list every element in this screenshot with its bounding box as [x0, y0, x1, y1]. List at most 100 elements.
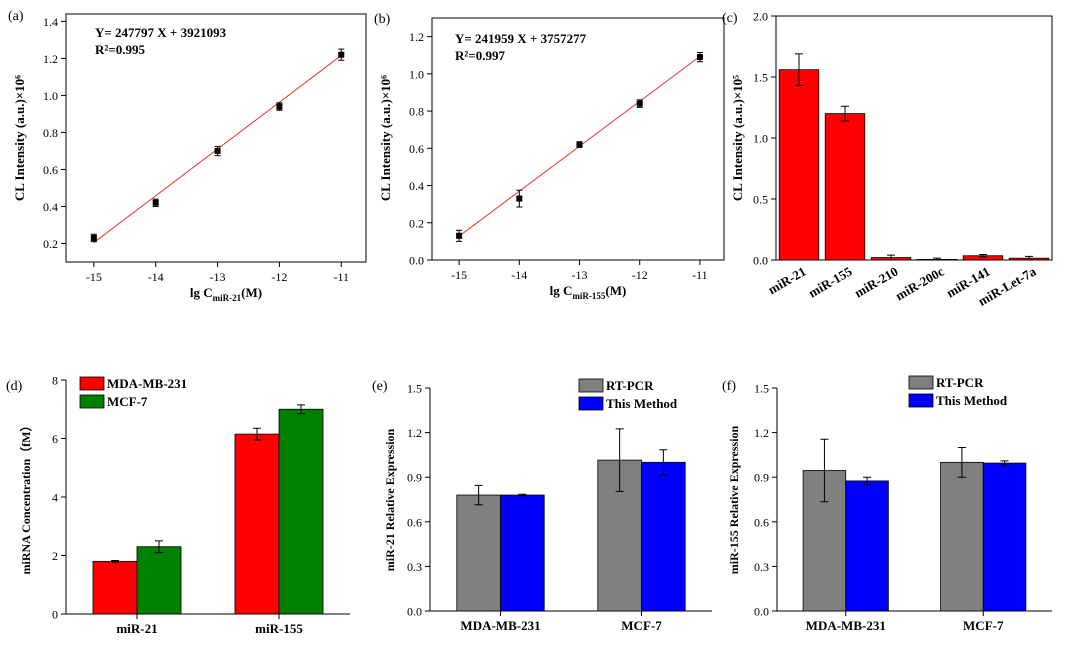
- x-tick-label-e: MCF-7: [621, 618, 662, 633]
- x-axis-title-subscript: miR-21: [213, 293, 242, 303]
- error-bar-e: [659, 449, 668, 476]
- x-tick-label-f: MDA-MB-231: [806, 618, 886, 633]
- bar-d: [278, 408, 324, 615]
- x-tick-label-b: -11: [692, 268, 708, 282]
- bar-e: [500, 494, 545, 612]
- y-tick-label-d: 6: [52, 432, 58, 446]
- x-tick-label-a: -13: [210, 270, 226, 284]
- panel-label-f: (f): [722, 379, 736, 394]
- panel-e: 0.0 0.3 0.6 0.9 1.2 1.5 MDA-MB-231 MCF-7 RT-PCR T…: [372, 378, 712, 633]
- legend-swatch-d: [79, 394, 105, 409]
- panel-label-e: (e): [372, 379, 388, 394]
- y-axis-title-d: miRNA Concentration（fM）: [18, 420, 33, 575]
- y-tick-label-e: 0.9: [407, 471, 422, 485]
- bar-e: [641, 461, 686, 612]
- y-tick-label-d: 8: [52, 374, 58, 388]
- y-tick-label-b: 0.2: [409, 216, 424, 230]
- legend-swatch-e: [578, 378, 604, 393]
- y-tick-label-b: 0.6: [409, 142, 424, 156]
- plot-frame-b: [431, 17, 725, 261]
- data-point-b: [456, 232, 463, 239]
- legend-label-d: MDA-MB-231: [107, 376, 187, 391]
- x-tick-label-a: -15: [86, 270, 102, 284]
- panel-label-d: (d): [6, 379, 23, 394]
- x-axis-title-main: lg C: [190, 285, 213, 300]
- panel-label-a: (a): [8, 9, 24, 24]
- y-tick-label-c: 1.0: [753, 132, 768, 146]
- panel-d: 0 2 4 6 8 miR-21 miR-155 MDA-MB-231 MCF-7 (d) miRN…: [6, 374, 350, 636]
- x-tick-label-d: miR-21: [116, 621, 157, 636]
- data-point-a: [338, 51, 345, 58]
- y-axis-title-c: CL Intensity (a.u.)×10⁵: [730, 75, 745, 201]
- y-axis-title-e: miR-21 Relative Expression: [383, 428, 397, 571]
- y-tick-label-a: 0.4: [43, 200, 58, 214]
- legend-label-d: MCF-7: [107, 394, 148, 409]
- x-tick-label-c: miR-155: [806, 263, 855, 300]
- data-point-b: [696, 54, 703, 61]
- error-bar-d: [252, 427, 261, 441]
- x-tick-label-b: -12: [632, 268, 648, 282]
- y-tick-label-c: 2.0: [753, 10, 768, 24]
- data-point-b: [636, 100, 643, 107]
- y-tick-label-c: 1.5: [753, 71, 768, 85]
- panel-label-c: (c): [722, 11, 738, 26]
- x-axis-title-a: lg CmiR-21(M): [190, 285, 262, 303]
- x-tick-label-c: miR-200c: [893, 263, 947, 303]
- x-axis-title-unit: (M): [605, 283, 626, 298]
- plot-frame-a: [65, 13, 367, 263]
- panel-c: 0.0 0.5 1.0 1.5 2.0 miR-21miR-155miR-210miR-2…: [722, 10, 1053, 309]
- bar-d: [234, 433, 280, 615]
- y-tick-label-b: 1.2: [409, 30, 424, 44]
- x-tick-label-e: MDA-MB-231: [460, 618, 540, 633]
- regression-equation-a: Y= 247797 X + 3921093: [95, 25, 227, 40]
- y-tick-label-e: 0.6: [407, 515, 422, 529]
- legend-label-e: RT-PCR: [606, 378, 654, 393]
- y-axis-title-b: CL Intensity (a.u.)×10⁶: [378, 75, 393, 201]
- bar-e: [456, 494, 501, 612]
- y-tick-label-e: 0.0: [407, 605, 422, 619]
- data-point-b: [516, 195, 523, 202]
- error-bar-c: [841, 105, 849, 122]
- y-tick-label-a: 0.8: [43, 126, 58, 140]
- error-bar-d: [110, 559, 119, 563]
- y-tick-label-a: 1.2: [43, 52, 58, 66]
- y-tick-label-e: 1.5: [407, 382, 422, 396]
- error-bar-d: [155, 540, 164, 554]
- y-tick-label-b: 1.0: [409, 67, 424, 81]
- error-bar-c: [795, 53, 803, 87]
- r-squared-b: R²=0.997: [455, 48, 505, 63]
- error-bar-f: [1000, 460, 1009, 466]
- y-tick-label-a: 0.2: [43, 237, 58, 251]
- y-tick-label-c: 0.5: [753, 193, 768, 207]
- bar-d: [92, 560, 138, 615]
- y-tick-label-e: 1.2: [407, 426, 422, 440]
- legend-swatch-f: [908, 375, 934, 390]
- error-bar-f: [863, 476, 872, 486]
- y-tick-label-f: 0.6: [754, 515, 769, 529]
- y-axis-title-f: miR-155 Relative Expression: [727, 425, 741, 574]
- y-tick-label-b: 0.4: [409, 179, 424, 193]
- y-tick-label-c: 0.0: [753, 254, 768, 268]
- error-bar-c: [979, 254, 987, 258]
- panel-a: 0.2 0.4 0.6 0.8 1.0 1.2 1.4 -15 -14 -13 -12 -11 (a) Y…: [8, 9, 367, 303]
- y-tick-label-f: 0.3: [754, 560, 769, 574]
- y-tick-label-b: 0.0: [409, 254, 424, 268]
- x-tick-label-b: -14: [511, 268, 527, 282]
- y-tick-label-f: 1.5: [754, 382, 769, 396]
- regression-equation-b: Y= 241959 X + 3757277: [455, 31, 587, 46]
- x-tick-label-f: MCF-7: [963, 618, 1004, 633]
- y-tick-label-f: 0.9: [754, 471, 769, 485]
- y-tick-label-a: 0.6: [43, 163, 58, 177]
- x-tick-label-c: miR-21: [765, 264, 808, 298]
- y-tick-label-a: 1.4: [43, 15, 58, 29]
- error-bar-f: [957, 446, 966, 478]
- error-bar-c: [1025, 255, 1033, 261]
- data-point-a: [152, 199, 159, 206]
- error-bar-d: [297, 404, 306, 415]
- bar-f: [982, 462, 1027, 612]
- legend-label-e: This Method: [606, 396, 678, 411]
- x-tick-label-a: -11: [333, 270, 349, 284]
- legend-swatch-f: [908, 393, 934, 408]
- data-point-a: [90, 234, 97, 241]
- y-axis-title-a: CL Intensity (a.u.)×10⁶: [12, 75, 27, 201]
